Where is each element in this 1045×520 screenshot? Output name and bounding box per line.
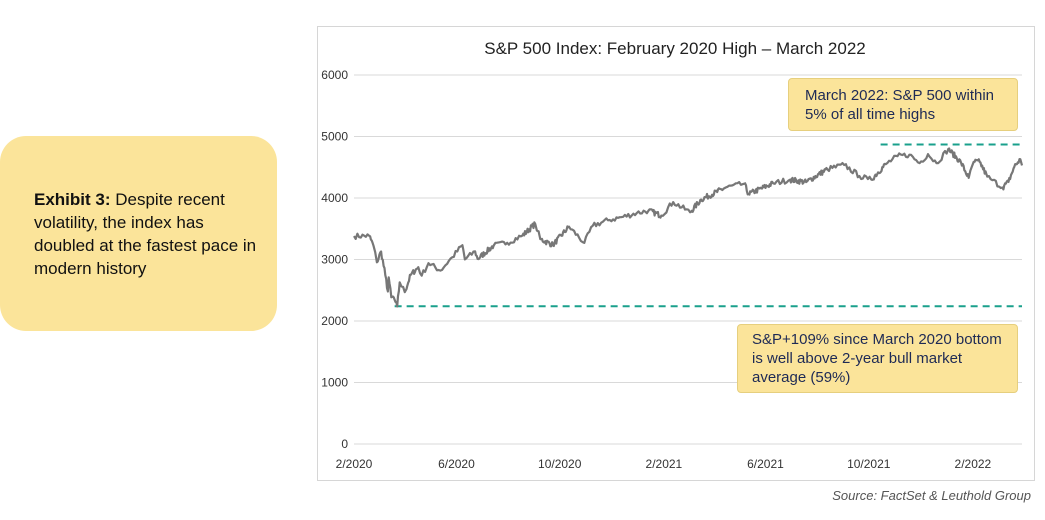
x-tick-label: 2/2022 [955,457,992,471]
y-tick-label: 1000 [321,376,348,390]
chart-title: S&P 500 Index: February 2020 High – Marc… [484,39,865,58]
y-tick-label: 2000 [321,314,348,328]
sp500-series-line [353,147,1024,308]
y-tick-label: 0 [341,437,348,451]
x-tick-label: 10/2021 [847,457,891,471]
x-tick-label: 6/2021 [747,457,784,471]
callout-all-time-highs: March 2022: S&P 500 within 5% of all tim… [788,78,1018,131]
y-axis-ticks: 0 1000 2000 3000 4000 5000 6000 [321,68,348,451]
x-axis-ticks: 2/2020 6/2020 10/2020 2/2021 6/2021 10/2021 2/… [336,457,992,471]
exhibit-description: Despite recent volatility, the index has… [34,189,257,278]
y-tick-label: 3000 [321,253,348,267]
x-tick-label: 10/2020 [538,457,582,471]
source-note: Source: FactSet & Leuthold Group [832,488,1031,503]
reference-lines [394,143,1022,308]
x-tick-label: 2/2021 [646,457,683,471]
x-tick-label: 6/2020 [438,457,475,471]
exhibit-caption: Exhibit 3: Despite recent volatility, th… [34,188,263,280]
y-tick-label: 4000 [321,191,348,205]
callout-since-bottom: S&P+109% since March 2020 bottom is well… [737,324,1018,393]
exhibit-caption-box: Exhibit 3: Despite recent volatility, th… [0,136,277,331]
y-tick-label: 6000 [321,68,348,82]
exhibit-label: Exhibit 3: [34,189,111,209]
y-tick-label: 5000 [321,130,348,144]
x-tick-label: 2/2020 [336,457,373,471]
line-chart: 0 1000 2000 3000 4000 5000 6000 2/2020 6/2020 10… [321,39,1024,471]
